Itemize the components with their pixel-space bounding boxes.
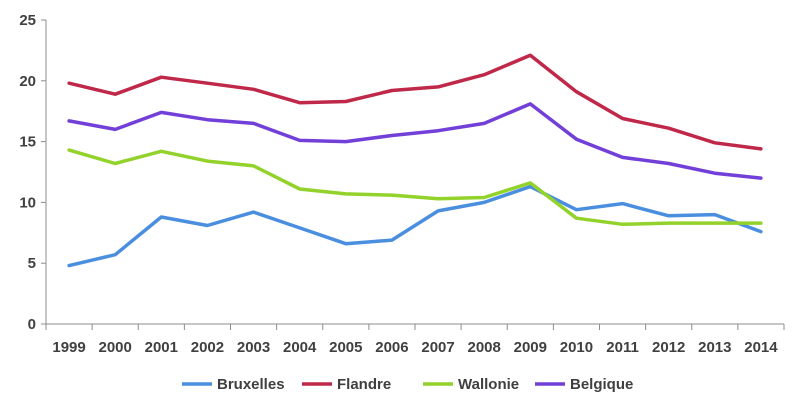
x-tick-label: 2002 [191, 339, 224, 356]
series-line-belgique [67, 102, 763, 180]
y-tick-label: 0 [28, 316, 36, 333]
legend: Bruxelles Flandre Wallonie Belgique [182, 376, 633, 393]
series-line-bruxelles [67, 184, 763, 268]
legend-label-flandre: Flandre [337, 376, 391, 393]
x-tick-label: 2012 [652, 339, 685, 356]
x-tick-label: 2007 [421, 339, 454, 356]
x-tick-label: 2000 [99, 339, 132, 356]
x-tick-label: 2004 [283, 339, 317, 356]
series-line-wallonie [67, 148, 763, 227]
y-tick-label: 10 [19, 194, 36, 211]
x-tick-label: 2003 [237, 339, 270, 356]
x-tick-label: 2013 [698, 339, 731, 356]
y-tick-label: 5 [28, 255, 36, 272]
x-tick-label: 2001 [145, 339, 178, 356]
x-tick-label: 2006 [375, 339, 408, 356]
series-line-flandre [67, 53, 763, 151]
legend-label-belgique: Belgique [570, 376, 633, 393]
legend-label-wallonie: Wallonie [458, 376, 519, 393]
x-tick-label: 2008 [468, 339, 501, 356]
legend-label-bruxelles: Bruxelles [217, 376, 285, 393]
series-layer [67, 53, 763, 268]
y-tick-label: 25 [19, 12, 36, 29]
x-tick-label: 2014 [744, 339, 778, 356]
x-tick-label: 2009 [514, 339, 547, 356]
y-tick-label: 20 [19, 73, 36, 90]
x-tick-label: 2010 [560, 339, 593, 356]
x-tick-label: 2011 [606, 339, 639, 356]
axes: 0 5 10 15 20 25 1999 2000 2001 2002 2003 2004 2005 20… [19, 12, 785, 356]
x-tick-label: 2005 [329, 339, 362, 356]
x-tick-label: 1999 [52, 339, 85, 356]
y-tick-label: 15 [19, 134, 36, 151]
